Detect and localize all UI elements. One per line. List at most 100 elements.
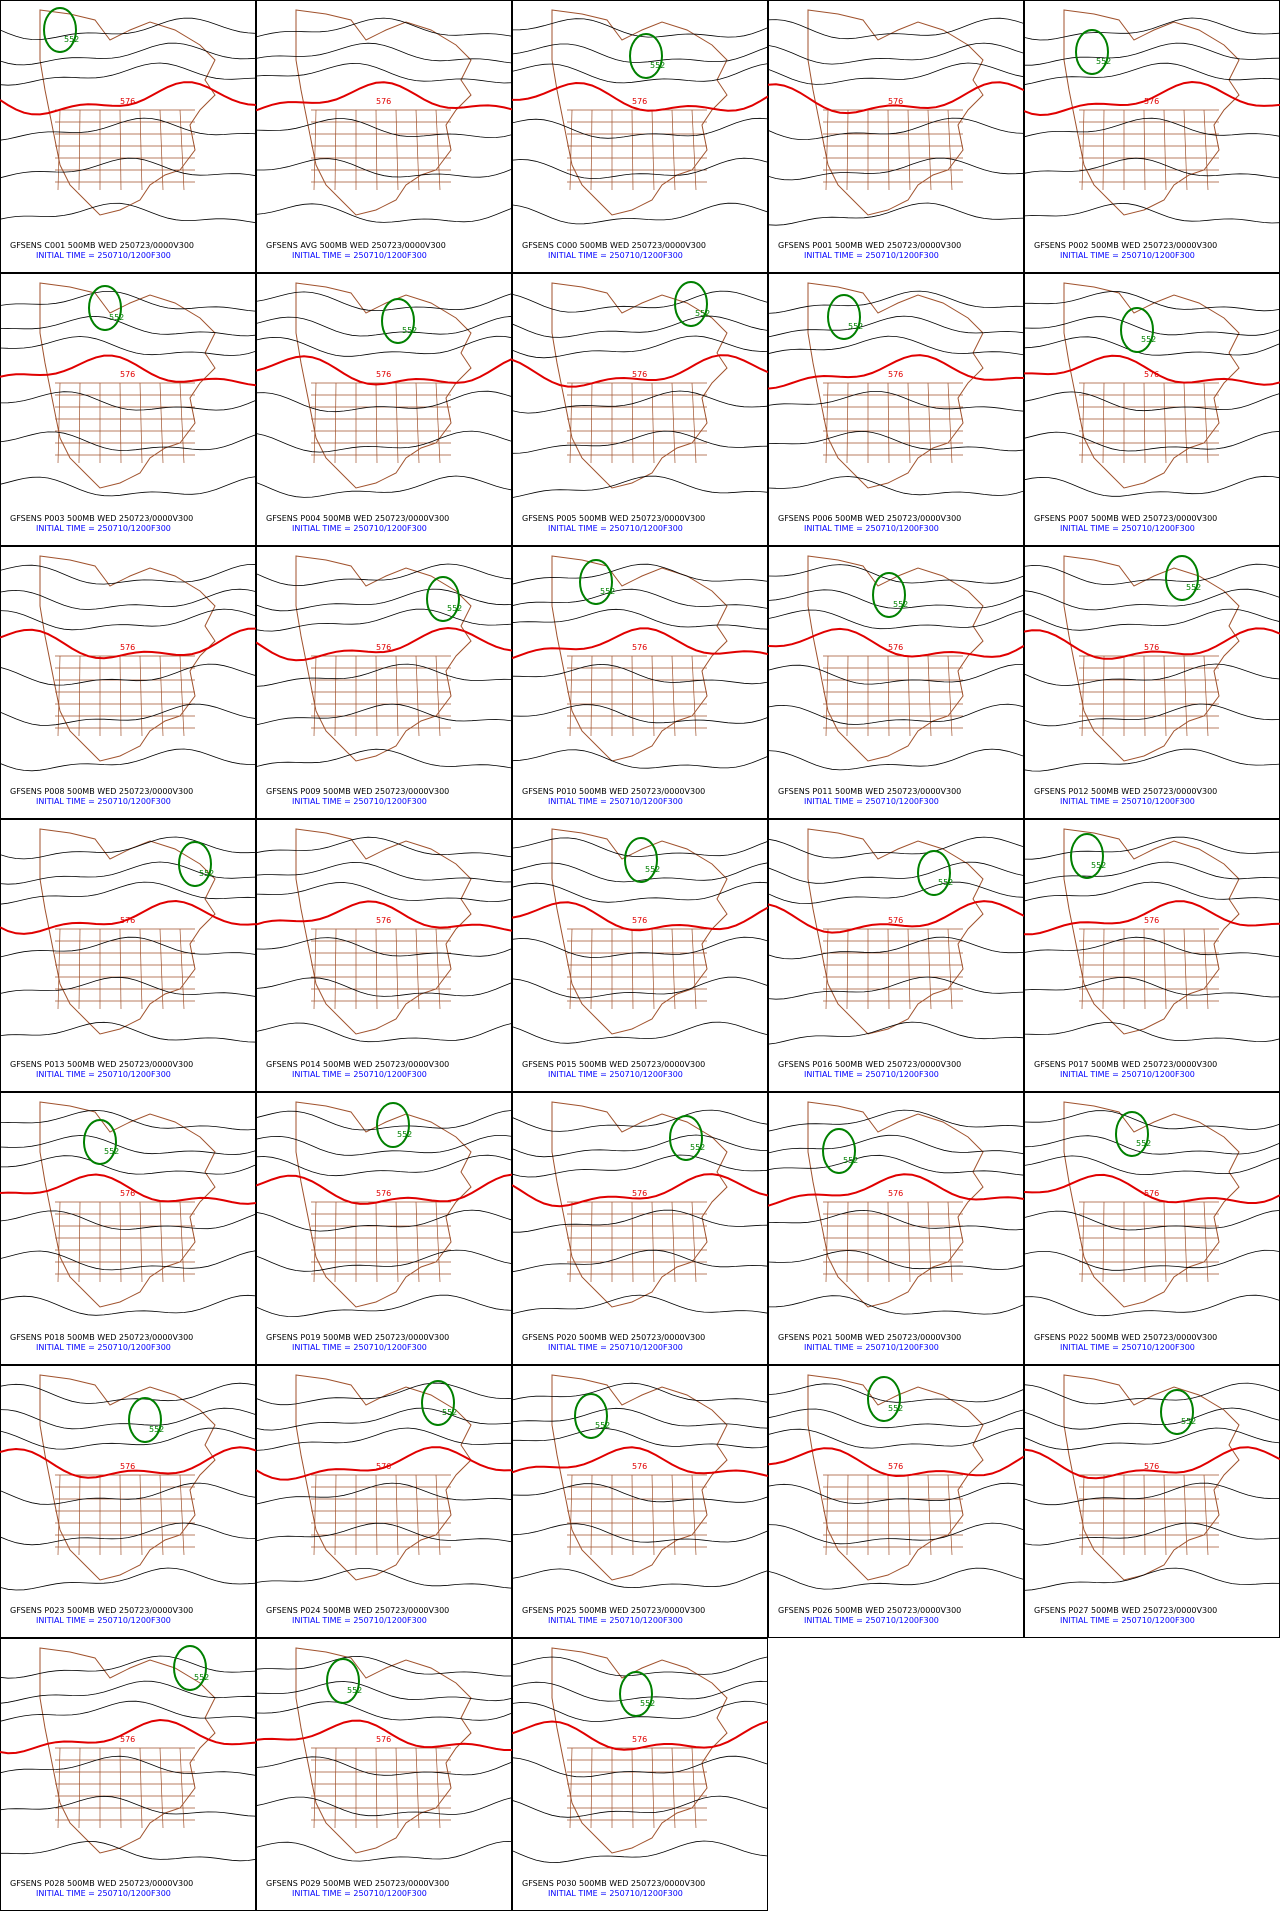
- state-line: [57, 1201, 61, 1283]
- contour-552: [381, 298, 415, 344]
- state-line: [313, 109, 317, 191]
- state-line: [651, 109, 655, 191]
- height-contour: [256, 158, 512, 178]
- contour-label: 576: [1144, 370, 1159, 379]
- height-contour: [512, 1523, 768, 1543]
- height-contour: [512, 588, 768, 609]
- map-area: 576 552: [0, 282, 256, 497]
- height-contour: [512, 1249, 768, 1273]
- contour-576: [1024, 80, 1280, 117]
- contour-label: 552: [938, 878, 953, 887]
- contour-552: [426, 576, 460, 622]
- state-line: [1183, 1474, 1188, 1556]
- height-contour: [768, 836, 1024, 859]
- panel-border: [0, 1365, 256, 1638]
- state-line: [846, 1474, 849, 1556]
- state-line: [435, 928, 441, 1010]
- contour-label: 552: [199, 869, 214, 878]
- contour-552: [1160, 1389, 1194, 1435]
- panel-border: [512, 1092, 768, 1365]
- state-line: [569, 928, 573, 1010]
- height-contour: [0, 1250, 256, 1271]
- contour-label: 552: [402, 326, 417, 335]
- height-contour: [1024, 663, 1280, 687]
- height-contour: [256, 836, 512, 858]
- map-area: 576 552: [512, 281, 768, 498]
- map-panel: 576 552 GFSENS P016 500MB WED 250723/0000V…: [768, 819, 1024, 1092]
- contour-576: [0, 1718, 256, 1755]
- state-line: [415, 1474, 420, 1556]
- state-line: [907, 109, 911, 191]
- contour-552: [128, 1397, 162, 1443]
- contour-552: [872, 572, 906, 618]
- state-line: [179, 928, 185, 1010]
- state-line: [313, 1201, 317, 1283]
- panel-border: [0, 1638, 256, 1911]
- land-outline: [1063, 1101, 1240, 1308]
- land-outline: [551, 282, 728, 489]
- map-area: 576 552: [768, 282, 1024, 496]
- state-line: [1143, 1201, 1146, 1283]
- contour-label: 576: [120, 643, 135, 652]
- panel-title: GFSENS P026 500MB WED 250723/0000V300: [778, 1606, 961, 1615]
- land-outline: [39, 1101, 216, 1308]
- height-contour: [768, 1154, 1024, 1176]
- state-line: [334, 1747, 337, 1829]
- height-contour: [0, 703, 256, 726]
- height-contour: [0, 588, 256, 610]
- state-line: [1203, 1201, 1209, 1283]
- height-contour: [512, 1428, 768, 1449]
- state-line: [631, 1747, 634, 1829]
- height-contour: [1024, 748, 1280, 772]
- panel-border: [768, 819, 1024, 1092]
- contour-label: 576: [1144, 97, 1159, 106]
- height-contour: [1024, 588, 1280, 611]
- state-line: [139, 1474, 143, 1556]
- state-line: [415, 1747, 420, 1829]
- panel-title: GFSENS P025 500MB WED 250723/0000V300: [522, 1606, 705, 1615]
- panel-subtitle: INITIAL TIME = 250710/1200F300: [36, 1616, 171, 1625]
- height-contour: [512, 1109, 768, 1132]
- contour-576: [0, 1173, 256, 1205]
- map-panel: 576 GFSENS AVG 500MB WED 250723/0000V300I…: [256, 0, 512, 273]
- state-line: [435, 109, 441, 191]
- height-contour: [768, 1383, 1024, 1403]
- state-line: [825, 109, 829, 191]
- map-panel: 576 552 GFSENS P018 500MB WED 250723/0000V…: [0, 1092, 256, 1365]
- contour-576: [256, 1719, 512, 1751]
- height-contour: [768, 476, 1024, 496]
- height-contour: [256, 1482, 512, 1505]
- height-contour: [0, 476, 256, 497]
- contour-576: [768, 1173, 1024, 1207]
- height-contour: [1024, 1210, 1280, 1231]
- land-outline: [551, 555, 728, 762]
- height-contour: [0, 1382, 256, 1404]
- contour-label: 576: [376, 643, 391, 652]
- contour-label: 576: [1144, 643, 1159, 652]
- height-contour: [768, 17, 1024, 40]
- contour-552: [822, 1128, 856, 1174]
- contour-576: [768, 354, 1024, 390]
- panel-border: [512, 273, 768, 546]
- height-contour: [768, 315, 1024, 338]
- contour-552: [178, 841, 212, 887]
- map-area: 576: [256, 9, 512, 223]
- contour-552: [1115, 1111, 1149, 1157]
- state-line: [78, 382, 81, 464]
- panel-border: [768, 0, 1024, 273]
- state-line: [1081, 1474, 1085, 1556]
- map-area: 576 552: [512, 1374, 768, 1589]
- height-contour: [0, 1109, 256, 1131]
- state-line: [1102, 382, 1105, 464]
- height-contour: [0, 1155, 256, 1175]
- height-contour: [0, 1795, 256, 1817]
- panel-title: GFSENS P014 500MB WED 250723/0000V300: [266, 1060, 449, 1069]
- contour-label: 552: [650, 61, 665, 70]
- height-contour: [0, 42, 256, 66]
- height-contour: [512, 63, 768, 84]
- height-contour: [0, 391, 256, 411]
- state-line: [651, 1747, 655, 1829]
- height-contour: [0, 315, 256, 337]
- height-contour: [768, 42, 1024, 65]
- map-panel: 576 GFSENS P001 500MB WED 250723/0000V300…: [768, 0, 1024, 273]
